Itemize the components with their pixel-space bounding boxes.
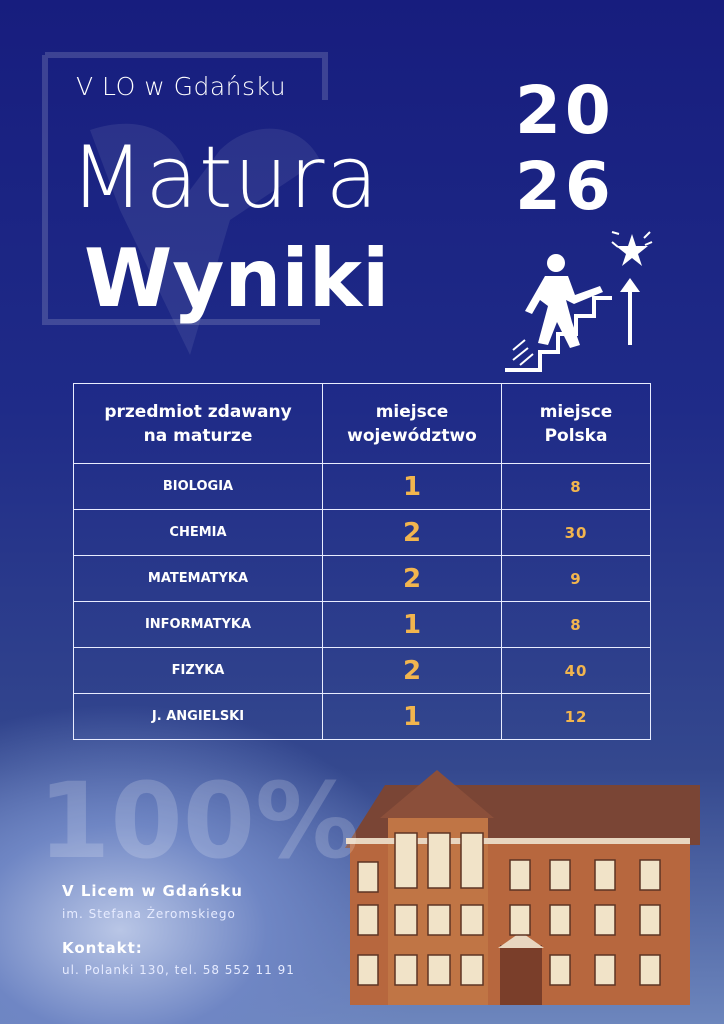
voivodeship-rank-cell: 1 [322,601,502,648]
table-row: BIOLOGIA 1 8 [73,463,651,510]
logo-watermark [42,52,328,355]
climber-icon [505,231,653,372]
title: Matura [70,128,380,228]
voivodeship-rank-cell: 2 [322,555,502,602]
subject-cell: CHEMIA [73,509,323,556]
national-rank-cell: 8 [501,601,651,648]
table-row: J. ANGIELSKI 1 12 [73,693,651,740]
voivodeship-rank-cell: 1 [322,693,502,740]
year-line: 20 [515,72,615,149]
table-row: FIZYKA 2 40 [73,647,651,694]
table-body: BIOLOGIA 1 8 CHEMIA 2 30 MATEMATYKA 2 9 INFORMATY… [73,463,651,740]
subject-cell: INFORMATYKA [73,601,323,648]
voivodeship-rank-cell: 2 [322,509,502,556]
school-name: V LO w Gdańsku [76,72,287,101]
national-rank-cell: 12 [501,693,651,740]
national-rank-cell: 40 [501,647,651,694]
voivodeship-rank-cell: 1 [322,463,502,510]
national-rank-cell: 30 [501,509,651,556]
school-building [345,770,700,1005]
contact-info: ul. Polanki 130, tel. 58 552 11 91 [62,963,295,977]
subject-cell: MATEMATYKA [73,555,323,602]
column-header: miejsce Polska [501,383,651,464]
footer-name: V Licem w Gdańsku [62,882,243,900]
year-line: 26 [515,148,615,225]
national-rank-cell: 8 [501,463,651,510]
subject-cell: FIZYKA [73,647,323,694]
subtitle: Wyniki [84,232,390,325]
table-row: MATEMATYKA 2 9 [73,555,651,602]
national-rank-cell: 9 [501,555,651,602]
results-table: przedmiot zdawany na maturze miejsce woj… [73,383,651,740]
watermark: 100% [38,760,360,882]
contact-label: Kontakt: [62,939,143,957]
column-header: miejsce województwo [322,383,502,464]
footer-patron: im. Stefana Żeromskiego [62,907,236,921]
column-header: przedmiot zdawany na maturze [73,383,323,464]
voivodeship-rank-cell: 2 [322,647,502,694]
table-row: INFORMATYKA 1 8 [73,601,651,648]
subject-cell: BIOLOGIA [73,463,323,510]
subject-cell: J. ANGIELSKI [73,693,323,740]
table-row: CHEMIA 2 30 [73,509,651,556]
header-row: przedmiot zdawany na maturze miejsce woj… [73,383,651,464]
